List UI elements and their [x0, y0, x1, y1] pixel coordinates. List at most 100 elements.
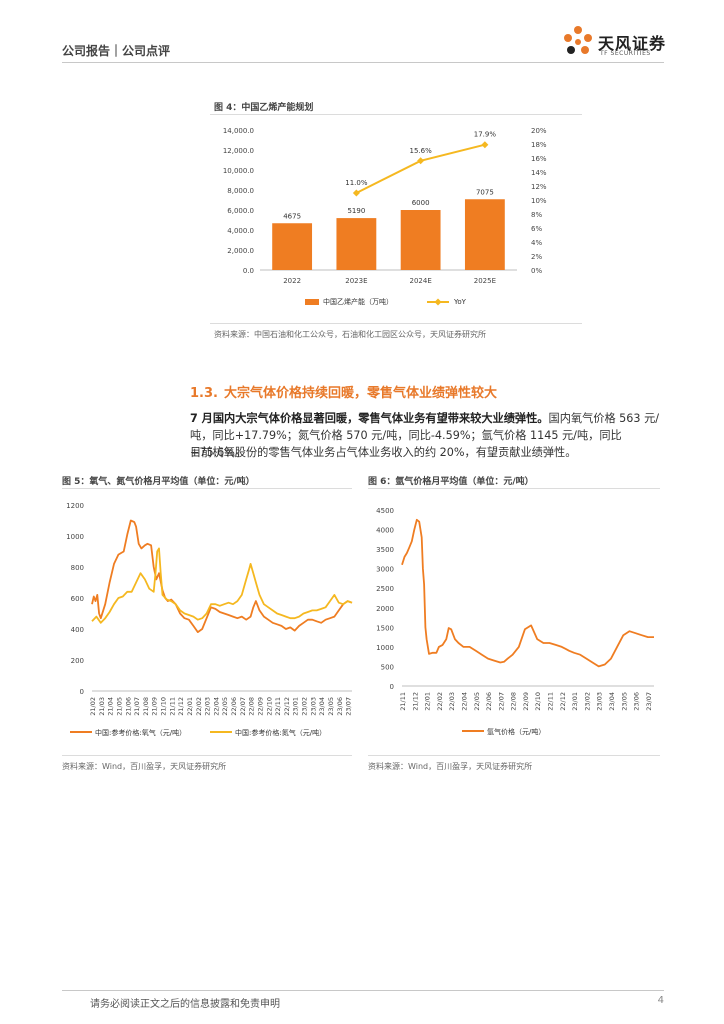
y-right-tick-label: 14% — [531, 169, 547, 177]
y-right-tick-label: 10% — [531, 197, 547, 205]
figure4-bottom-rule — [210, 323, 582, 324]
figure5-bottom-rule — [62, 755, 352, 756]
x-tick-label: 22/02 — [195, 697, 203, 716]
x-tick-label: 21/03 — [98, 697, 106, 716]
y-right-tick-label: 18% — [531, 141, 547, 149]
report-category: 公司报告｜公司点评 — [62, 44, 171, 58]
figure4-title: 图 4：中国乙烯产能规划 — [214, 103, 314, 113]
x-tick-label: 23/02 — [583, 692, 591, 711]
y-tick-label: 400 — [71, 626, 84, 634]
x-tick-label: 23/04 — [318, 697, 326, 716]
x-tick-label: 2023E — [345, 277, 367, 285]
x-tick-label: 22/04 — [212, 697, 220, 716]
figure5-title: 图 5：氧气、氮气价格月平均值（单位：元/吨） — [62, 477, 255, 487]
y-left-tick-label: 0.0 — [243, 267, 254, 275]
page-number: 4 — [657, 995, 664, 1006]
legend-label: 中国:参考价格:氧气（元/吨） — [95, 728, 186, 737]
y-tick-label: 1000 — [66, 533, 84, 541]
footer-disclaimer: 请务必阅读正文之后的信息披露和免责申明 — [90, 999, 280, 1010]
x-tick-label: 22/11 — [274, 697, 282, 716]
series-line — [91, 519, 353, 634]
x-tick-label: 22/12 — [559, 692, 567, 711]
x-tick-label: 22/06 — [230, 697, 238, 716]
y-tick-label: 1000 — [376, 644, 394, 652]
x-tick-label: 22/11 — [547, 692, 555, 711]
y-tick-label: 1200 — [66, 502, 84, 510]
x-tick-label: 21/12 — [177, 697, 185, 716]
paragraph-lead: 7 月国内大宗气体价格显著回暖，零售气体业务有望带来较大业绩弹性。 — [190, 412, 549, 425]
y-left-tick-label: 10,000.0 — [223, 167, 254, 175]
x-tick-label: 22/07 — [497, 692, 505, 711]
brand-name-en: TF SECURITIES — [600, 50, 651, 57]
yoy-data-label: 11.0% — [345, 179, 368, 187]
x-tick-label: 21/02 — [89, 697, 97, 716]
x-tick-label: 23/03 — [309, 697, 317, 716]
x-tick-label: 2025E — [474, 277, 496, 285]
yoy-data-label: 17.9% — [474, 131, 497, 139]
x-tick-label: 21/11 — [399, 692, 407, 711]
y-tick-label: 0 — [390, 683, 394, 691]
x-tick-label: 23/02 — [301, 697, 309, 716]
x-tick-label: 22/03 — [448, 692, 456, 711]
bar-2023E — [336, 218, 377, 270]
y-left-tick-label: 12,000.0 — [223, 147, 254, 155]
x-tick-label: 22/09 — [522, 692, 530, 711]
section-title: 大宗气体价格持续回暖，零售气体业绩弹性较大 — [223, 386, 497, 401]
x-tick-label: 22/07 — [239, 697, 247, 716]
bar-data-label: 7075 — [476, 188, 494, 196]
y-left-tick-label: 6,000.0 — [227, 207, 254, 215]
y-tick-label: 600 — [71, 595, 84, 603]
y-left-tick-label: 8,000.0 — [227, 187, 254, 195]
brand-logo: 天风证券 TF SECURITIES — [560, 24, 680, 60]
x-tick-label: 22/08 — [510, 692, 518, 711]
x-tick-label: 2024E — [410, 277, 432, 285]
x-tick-label: 23/06 — [336, 697, 344, 716]
x-tick-label: 22/06 — [485, 692, 493, 711]
x-tick-label: 23/04 — [608, 692, 616, 711]
bar-data-label: 4675 — [283, 212, 301, 220]
x-tick-label: 23/03 — [596, 692, 604, 711]
yoy-point — [352, 189, 360, 197]
y-right-tick-label: 2% — [531, 253, 542, 261]
x-tick-label: 21/11 — [168, 697, 176, 716]
y-tick-label: 2000 — [376, 605, 394, 613]
bar-2022 — [272, 223, 313, 270]
y-right-tick-label: 20% — [531, 127, 547, 135]
x-tick-label: 22/01 — [186, 697, 194, 716]
x-tick-label: 2022 — [283, 277, 301, 285]
bar-2025E — [464, 199, 505, 270]
x-tick-label: 22/10 — [265, 697, 273, 716]
y-right-tick-label: 6% — [531, 225, 542, 233]
legend-label: 氩气价格（元/吨） — [487, 727, 545, 736]
legend-bar-swatch — [305, 299, 319, 305]
y-tick-label: 4000 — [376, 527, 394, 535]
x-tick-label: 22/12 — [283, 697, 291, 716]
figure5-source: 资料来源：Wind，百川盈孚，天风证券研究所 — [62, 762, 227, 771]
yoy-point — [481, 141, 489, 149]
body-paragraph-1: 7 月国内大宗气体价格显著回暖，零售气体业务有望带来较大业绩弹性。国内氧气价格 … — [190, 410, 670, 461]
figure5-top-rule — [62, 488, 352, 489]
bar-data-label: 5190 — [347, 207, 365, 215]
y-tick-label: 2500 — [376, 585, 394, 593]
y-right-tick-label: 16% — [531, 155, 547, 163]
x-tick-label: 22/08 — [248, 697, 256, 716]
x-tick-label: 23/01 — [292, 697, 300, 716]
x-tick-label: 22/04 — [460, 692, 468, 711]
x-tick-label: 23/05 — [620, 692, 628, 711]
x-tick-label: 22/10 — [534, 692, 542, 711]
series-line — [91, 547, 353, 624]
x-tick-label: 21/10 — [160, 697, 168, 716]
body-paragraph-2: 目前杭氧股份的零售气体业务占气体业务收入的约 20%，有望贡献业绩弹性。 — [190, 446, 577, 459]
x-tick-label: 22/02 — [436, 692, 444, 711]
x-tick-label: 21/04 — [107, 697, 115, 716]
figure4-top-rule — [210, 114, 582, 115]
paragraph-body: 国内氧气价格 563 元/吨，同比+17.79%；氮气价格 570 元/吨，同比… — [190, 412, 660, 459]
legend-bar-label: 中国乙烯产能（万吨） — [323, 297, 393, 306]
x-tick-label: 21/09 — [151, 697, 159, 716]
bar-2024E — [400, 210, 441, 270]
y-tick-label: 500 — [381, 663, 394, 671]
y-right-tick-label: 4% — [531, 239, 542, 247]
x-tick-label: 23/07 — [345, 697, 353, 716]
figure6-chart: 0 500 1000 1500 2000 2500 3000 3500 4000 4500 21/1… — [376, 507, 654, 736]
section-heading: 1.3. 大宗气体价格持续回暖，零售气体业绩弹性较大 — [190, 382, 497, 401]
